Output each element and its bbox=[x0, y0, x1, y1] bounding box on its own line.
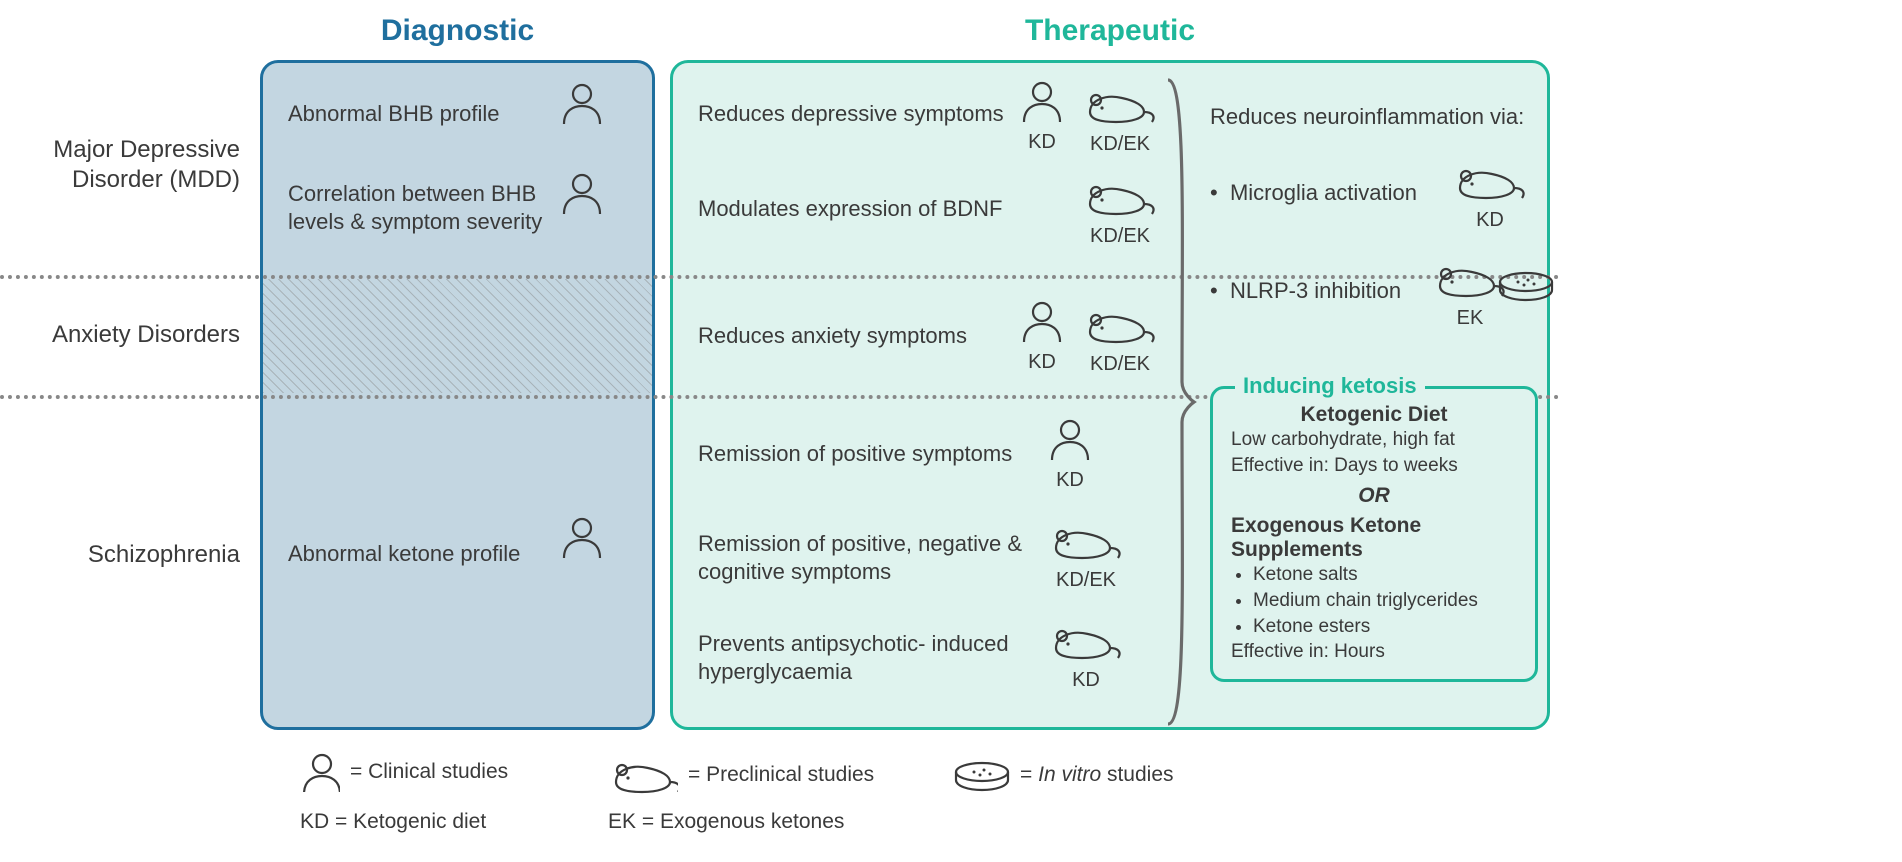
ther-mdd-2-text: Modulates expression of BDNF bbox=[698, 196, 1002, 221]
diag-schizo-1: Abnormal ketone profile bbox=[288, 540, 548, 568]
ther-sch-2: Remission of positive, negative & cognit… bbox=[698, 530, 1078, 585]
ther-sch-3-text: Prevents antipsychotic- induced hypergly… bbox=[698, 631, 1009, 684]
diag-mdd-1: Abnormal BHB profile bbox=[288, 100, 548, 128]
ther-anx-1-human-label: KD bbox=[1020, 351, 1064, 374]
row-label-anxiety-text: Anxiety Disorders bbox=[52, 321, 240, 348]
ther-anx-1-human-icon: KD bbox=[1020, 300, 1064, 374]
diag-mdd-2-text: Correlation between BHB levels & symptom… bbox=[288, 181, 542, 234]
legend-human-text: = Clinical studies bbox=[350, 760, 508, 784]
legend-ek-text: EK = Exogenous ketones bbox=[608, 810, 844, 834]
row-label-schizo-text: Schizophrenia bbox=[88, 541, 240, 568]
ther-mdd-1: Reduces depressive symptoms bbox=[698, 100, 1038, 128]
neuro-item-2-text: NLRP-3 inhibition bbox=[1230, 278, 1401, 303]
ther-sch-1-human-label: KD bbox=[1048, 469, 1092, 492]
brace-icon bbox=[1158, 72, 1198, 732]
ketosis-ek-item-1: Ketone salts bbox=[1253, 562, 1517, 588]
legend-dish: = In vitro studies bbox=[952, 758, 1174, 792]
neuro-item-1: • Microglia activation bbox=[1210, 180, 1417, 206]
legend-mouse-text: = Preclinical studies bbox=[688, 763, 874, 787]
human-icon bbox=[300, 752, 340, 792]
ther-sch-2-text: Remission of positive, negative & cognit… bbox=[698, 531, 1022, 584]
ketosis-box: Inducing ketosis Ketogenic Diet Low carb… bbox=[1210, 386, 1538, 682]
mouse-icon bbox=[608, 756, 678, 794]
anxiety-diagnostic-hatched bbox=[263, 279, 652, 393]
ketosis-ek-item-3: Ketone esters bbox=[1253, 614, 1517, 640]
ketosis-or: OR bbox=[1231, 484, 1517, 508]
row-label-mdd-text: Major Depressive Disorder (MDD) bbox=[53, 136, 240, 193]
ther-anx-1-text: Reduces anxiety symptoms bbox=[698, 323, 967, 348]
legend-dish-em: In vitro bbox=[1038, 763, 1101, 786]
ther-sch-3: Prevents antipsychotic- induced hypergly… bbox=[698, 630, 1078, 685]
diag-mdd-2: Correlation between BHB levels & symptom… bbox=[288, 180, 568, 235]
ther-anx-1-mouse-icon: KD/EK bbox=[1082, 306, 1158, 376]
diag-schizo-1-human-icon bbox=[560, 516, 604, 565]
ther-sch-2-mouse-icon: KD/EK bbox=[1048, 522, 1124, 592]
neuro-heading-text: Reduces neuroinflammation via: bbox=[1210, 104, 1524, 129]
legend-dish-post: studies bbox=[1101, 763, 1173, 786]
therapeutic-header: Therapeutic bbox=[670, 14, 1550, 48]
ther-mdd-1-text: Reduces depressive symptoms bbox=[698, 101, 1004, 126]
ketosis-kd-line1: Low carbohydrate, high fat bbox=[1231, 427, 1517, 453]
row-label-mdd: Major Depressive Disorder (MDD) bbox=[0, 135, 240, 195]
row-label-schizo: Schizophrenia bbox=[0, 540, 240, 570]
ther-sch-1-human-icon: KD bbox=[1048, 418, 1092, 492]
ther-mdd-1-human-icon: KD bbox=[1020, 80, 1064, 154]
neuro-item-1-mouse-label: KD bbox=[1452, 209, 1528, 232]
diag-mdd-1-text: Abnormal BHB profile bbox=[288, 101, 500, 126]
ther-mdd-1-human-label: KD bbox=[1020, 131, 1064, 154]
neuro-item-1-text: Microglia activation bbox=[1230, 180, 1417, 205]
ther-mdd-1-mouse-label: KD/EK bbox=[1082, 133, 1158, 156]
legend-kd-text: KD = Ketogenic diet bbox=[300, 810, 486, 834]
neuro-item-1-mouse-icon: KD bbox=[1452, 162, 1528, 232]
neuro-item-2-mouse-label: EK bbox=[1432, 307, 1508, 330]
legend-dish-pre: = bbox=[1020, 763, 1038, 786]
ther-anx-1-mouse-label: KD/EK bbox=[1082, 353, 1158, 376]
dish-icon bbox=[952, 758, 1010, 792]
legend-dish-text: = In vitro studies bbox=[1020, 763, 1174, 787]
ketosis-ek-heading: Exogenous Ketone Supplements bbox=[1231, 514, 1517, 562]
diagnostic-header: Diagnostic bbox=[260, 14, 655, 48]
ketosis-title: Inducing ketosis bbox=[1235, 373, 1425, 399]
ther-sch-3-mouse-label: KD bbox=[1048, 669, 1124, 692]
legend-kd: KD = Ketogenic diet bbox=[300, 810, 486, 834]
legend-ek: EK = Exogenous ketones bbox=[608, 810, 844, 834]
ther-mdd-2-mouse-label: KD/EK bbox=[1082, 225, 1158, 248]
ther-sch-1: Remission of positive symptoms bbox=[698, 440, 1058, 468]
ther-mdd-1-mouse-icon: KD/EK bbox=[1082, 86, 1158, 156]
ther-mdd-2-mouse-icon: KD/EK bbox=[1082, 178, 1158, 248]
neuro-item-2: • NLRP-3 inhibition bbox=[1210, 278, 1401, 304]
ketosis-ek-list: Ketone salts Medium chain triglycerides … bbox=[1253, 562, 1517, 639]
neuro-item-2-dish-icon bbox=[1496, 268, 1556, 309]
ther-sch-1-text: Remission of positive symptoms bbox=[698, 441, 1012, 466]
ther-anx-1: Reduces anxiety symptoms bbox=[698, 322, 1038, 350]
ther-sch-3-mouse-icon: KD bbox=[1048, 622, 1124, 692]
ketosis-kd-heading: Ketogenic Diet bbox=[1231, 403, 1517, 427]
diag-mdd-1-human-icon bbox=[560, 82, 604, 131]
row-label-anxiety: Anxiety Disorders bbox=[0, 320, 240, 350]
neuro-heading: Reduces neuroinflammation via: bbox=[1210, 104, 1550, 130]
diag-mdd-2-human-icon bbox=[560, 172, 604, 221]
ketosis-ek-effective: Effective in: Hours bbox=[1231, 639, 1517, 665]
ther-mdd-2: Modulates expression of BDNF bbox=[698, 195, 1038, 223]
ketosis-kd-line2: Effective in: Days to weeks bbox=[1231, 453, 1517, 479]
ther-sch-2-mouse-label: KD/EK bbox=[1048, 569, 1124, 592]
ketosis-ek-item-2: Medium chain triglycerides bbox=[1253, 588, 1517, 614]
legend-human: = Clinical studies bbox=[300, 752, 508, 792]
legend-mouse: = Preclinical studies bbox=[608, 756, 874, 794]
diag-schizo-1-text: Abnormal ketone profile bbox=[288, 541, 520, 566]
